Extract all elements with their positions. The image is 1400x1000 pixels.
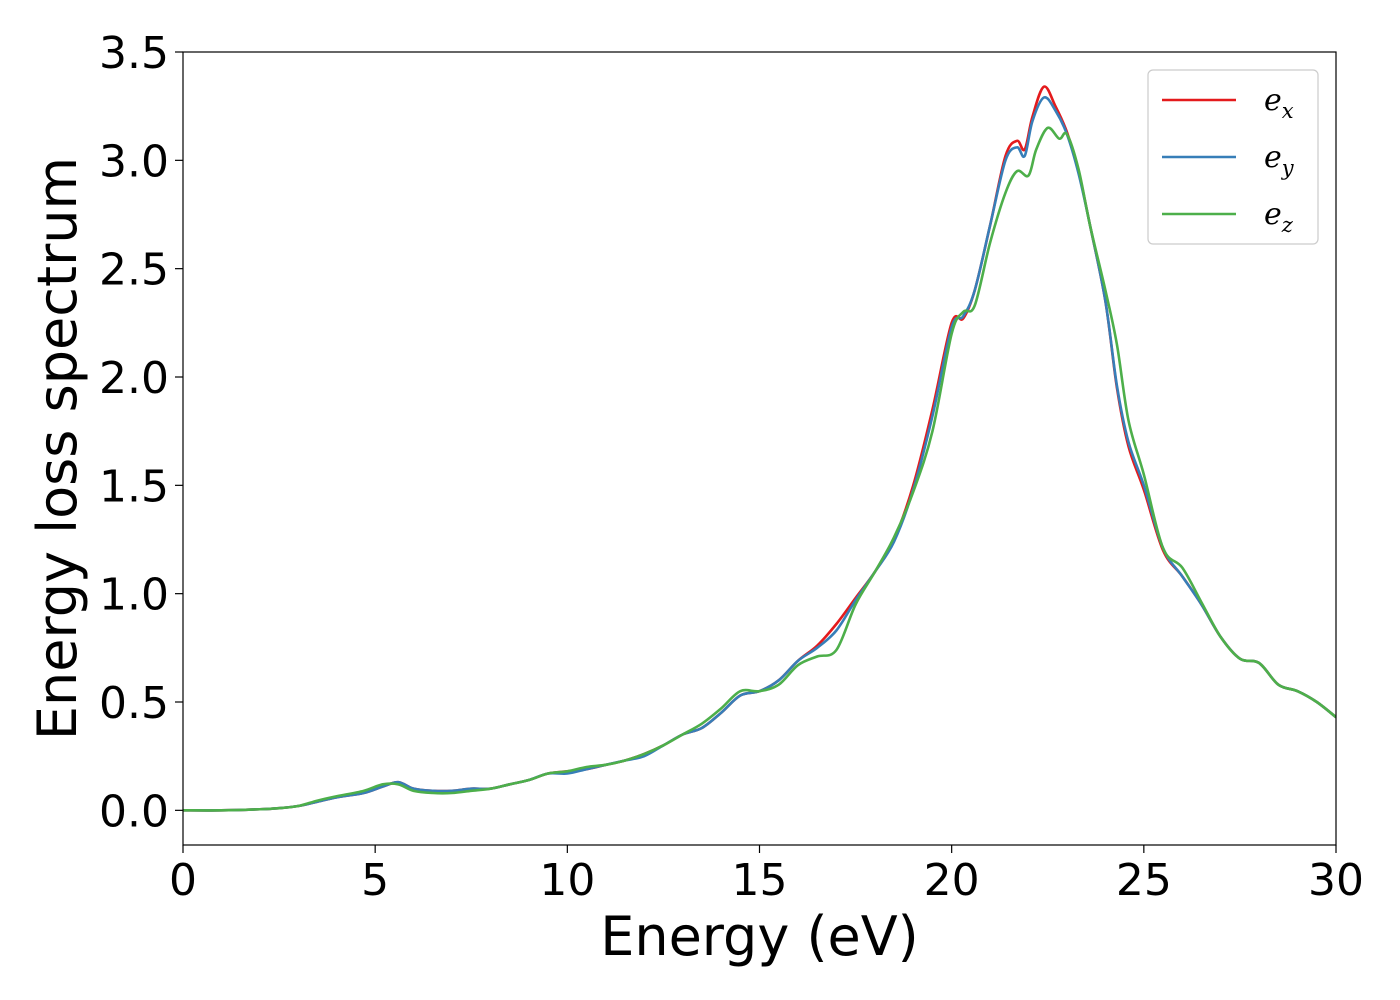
y-tick-label: 0.0 xyxy=(99,786,169,837)
y-tick-label: 3.0 xyxy=(99,136,169,187)
x-tick-label: 30 xyxy=(1308,855,1364,906)
x-axis-ticks: 0 5 10 15 20 25 30 xyxy=(169,845,1364,906)
y-tick-label: 3.5 xyxy=(99,28,169,79)
x-tick-label: 0 xyxy=(169,855,197,906)
y-tick-label: 1.0 xyxy=(99,570,169,621)
y-axis-label: Energy loss spectrum xyxy=(26,157,89,740)
x-tick-label: 15 xyxy=(732,855,788,906)
y-tick-label: 0.5 xyxy=(99,678,169,729)
series-layer xyxy=(183,85,1336,812)
x-axis-label: Energy (eV) xyxy=(600,905,919,968)
x-tick-label: 25 xyxy=(1116,855,1172,906)
x-tick-label: 10 xyxy=(539,855,595,906)
series-line-ey xyxy=(183,96,1336,812)
series-line-ez xyxy=(183,126,1336,812)
y-tick-label: 2.5 xyxy=(99,245,169,296)
y-axis-ticks: 0.0 0.5 1.0 1.5 2.0 2.5 3.0 3.5 xyxy=(99,28,183,837)
y-tick-label: 2.0 xyxy=(99,353,169,404)
x-tick-label: 5 xyxy=(361,855,389,906)
y-tick-label: 1.5 xyxy=(99,461,169,512)
x-tick-label: 20 xyxy=(924,855,980,906)
